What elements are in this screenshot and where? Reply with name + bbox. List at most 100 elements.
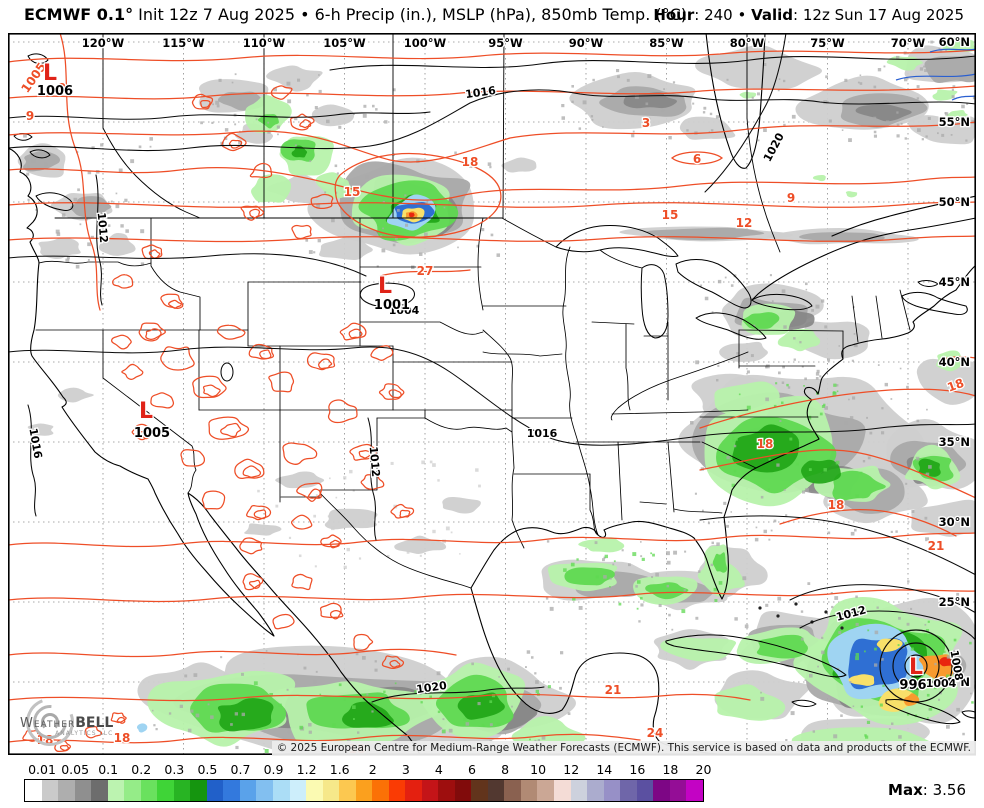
colorbar-tick: 0.3	[164, 762, 185, 777]
state-borders	[35, 217, 911, 589]
temp-contours-850mb	[8, 33, 976, 753]
svg-text:1016: 1016	[527, 427, 558, 440]
colorbar-tick: 1.6	[329, 762, 350, 777]
svg-text:45°N: 45°N	[939, 275, 970, 289]
svg-text:1004: 1004	[389, 304, 420, 317]
precip-shading	[17, 37, 976, 755]
colorbar-tick: 10	[530, 762, 547, 777]
colorbar-tick: 0.01	[28, 762, 56, 777]
svg-text:996: 996	[899, 678, 926, 693]
colorbar-segment	[603, 780, 621, 801]
islands	[13, 53, 976, 725]
colorbar-segment	[256, 780, 273, 801]
colorbar-segment	[537, 780, 554, 801]
colorbar-tick: 0.7	[230, 762, 251, 777]
st-lawrence-north	[831, 195, 976, 237]
colorbar-segment	[471, 780, 488, 801]
colorbar-tick: 14	[596, 762, 613, 777]
svg-text:30°N: 30°N	[939, 515, 970, 529]
bahamas-specks	[758, 602, 844, 630]
colorbar-segment	[487, 780, 505, 801]
colorbar-segment	[570, 780, 588, 801]
svg-text:110°W: 110°W	[243, 36, 286, 50]
svg-text:1020: 1020	[415, 679, 447, 696]
colorbar-segment	[25, 780, 42, 801]
svg-text:1001: 1001	[374, 298, 410, 313]
colorbar-tick: 0.5	[197, 762, 218, 777]
colorbar-segment	[306, 780, 323, 801]
svg-text:1016: 1016	[464, 84, 496, 101]
colorbar-segment	[107, 780, 125, 801]
copyright-notice: © 2025 European Centre for Medium-Range …	[271, 741, 976, 756]
colorbar-segment	[587, 780, 604, 801]
colorbar-segment	[355, 780, 373, 801]
colorbar-segment	[388, 780, 406, 801]
colorbar-segment	[223, 780, 240, 801]
max-value: Max: 3.56	[888, 781, 966, 799]
svg-text:100°W: 100°W	[404, 36, 447, 50]
colorbar-tick: 0.9	[263, 762, 284, 777]
svg-text:55°N: 55°N	[939, 115, 970, 129]
svg-text:85°W: 85°W	[649, 36, 684, 50]
colorbar-tick: 4	[434, 762, 443, 777]
colorbar-segment	[272, 780, 290, 801]
map-title: ECMWF 0.1° Init 12z 7 Aug 2025 • 6-h Pre…	[24, 5, 687, 24]
svg-text:115°W: 115°W	[162, 36, 205, 50]
svg-text:18: 18	[37, 733, 54, 747]
svg-text:6: 6	[693, 152, 701, 166]
svg-text:24: 24	[647, 726, 664, 740]
colorbar-tick: 18	[662, 762, 679, 777]
colorbar-tick: 12	[563, 762, 580, 777]
map-canvas: 120°W 115°W 110°W 105°W 100°W 95°W 90°W 85°W 80°…	[8, 33, 976, 755]
colorbar-segment	[554, 780, 571, 801]
svg-text:1012: 1012	[95, 212, 111, 244]
colorbar-segment	[58, 780, 75, 801]
colorbar-segment	[173, 780, 191, 801]
svg-text:60°N: 60°N	[939, 35, 970, 49]
colorbar-segment	[140, 780, 158, 801]
svg-text:90°W: 90°W	[569, 36, 604, 50]
colorbar-tick: 0.2	[131, 762, 152, 777]
svg-text:1005: 1005	[134, 426, 170, 441]
svg-text:27: 27	[417, 264, 434, 278]
svg-text:15: 15	[344, 185, 361, 199]
svg-text:35°N: 35°N	[939, 435, 970, 449]
svg-text:L: L	[139, 399, 153, 424]
colorbar-segment	[239, 780, 257, 801]
colorbar-segment	[322, 780, 340, 801]
svg-text:75°W: 75°W	[810, 36, 845, 50]
colorbar-segment	[41, 780, 59, 801]
svg-text:18: 18	[757, 437, 774, 451]
svg-text:L: L	[378, 274, 392, 299]
colorbar-tick: 8	[501, 762, 510, 777]
colorbar-tick: 2	[368, 762, 377, 777]
colorbar-segment	[438, 780, 455, 801]
svg-text:L: L	[909, 655, 923, 680]
svg-text:105°W: 105°W	[323, 36, 366, 50]
colorbar-tick: 6	[468, 762, 476, 777]
colorbar-segment	[206, 780, 224, 801]
svg-text:18: 18	[114, 731, 131, 745]
svg-text:21: 21	[928, 539, 945, 553]
canada-borders	[54, 33, 781, 253]
svg-text:9: 9	[787, 191, 795, 205]
hurricane-isobars	[879, 629, 953, 703]
mslp-contours	[8, 33, 976, 703]
svg-text:25°N: 25°N	[939, 595, 970, 609]
colorbar-segment	[372, 780, 389, 801]
colorbar-tick: 3	[401, 762, 410, 777]
colorbar-segment	[454, 780, 472, 801]
colorbar-segment	[686, 780, 703, 801]
colorbar-segment	[636, 780, 654, 801]
colorbar-segment	[504, 780, 521, 801]
colorbar-tick: 0.05	[61, 762, 90, 777]
james-bay-coast	[705, 33, 766, 169]
header-bar: ECMWF 0.1° Init 12z 7 Aug 2025 • 6-h Pre…	[0, 0, 984, 33]
valid-time: Hour: 240 • Valid: 12z Sun 17 Aug 2025	[653, 6, 964, 24]
svg-text:95°W: 95°W	[488, 36, 523, 50]
colorbar-segment	[157, 780, 174, 801]
svg-text:L: L	[43, 61, 57, 86]
svg-text:18: 18	[828, 498, 845, 512]
geography-outlines	[8, 33, 976, 755]
